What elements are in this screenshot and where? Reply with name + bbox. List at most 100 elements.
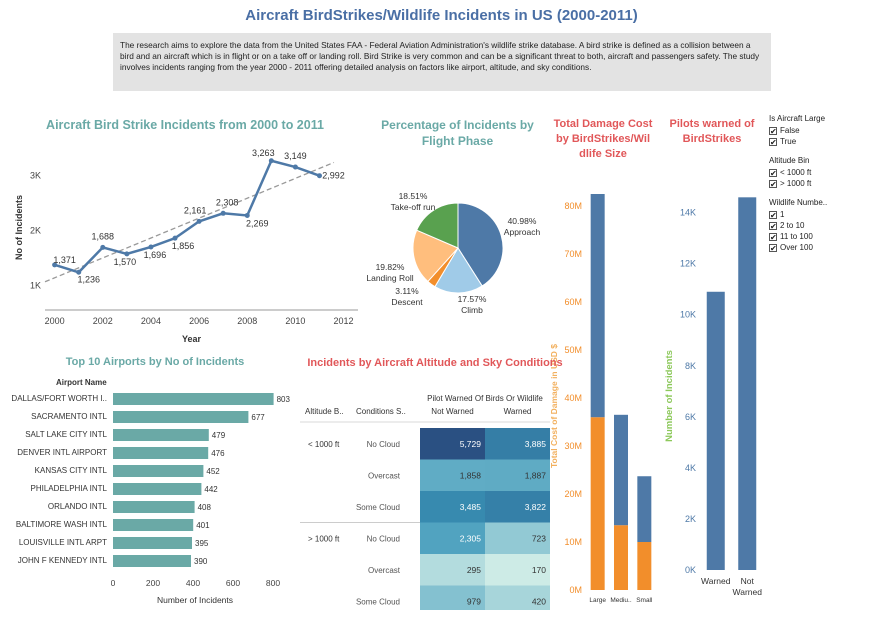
checkbox-checked-icon[interactable]: ✔ (769, 126, 777, 136)
filter-item-label: > 1000 ft (780, 179, 812, 188)
line-x-tick: 2006 (189, 316, 209, 326)
line-x-tick: 2002 (93, 316, 113, 326)
data-point (292, 164, 298, 170)
airport-name: PHILADELPHIA INTL (31, 484, 108, 493)
damage-bar-orange (637, 542, 652, 590)
filter-item[interactable]: ✔ 11 to 100 (769, 231, 879, 242)
airport-value: 476 (211, 449, 225, 458)
pie-slice (434, 247, 483, 294)
filter-item[interactable]: ✔ True (769, 136, 879, 147)
heatmap-cell (485, 428, 550, 460)
heatmap-cell-value: 170 (532, 565, 546, 575)
airport-bar (113, 483, 202, 495)
airport-x-tick: 200 (146, 578, 160, 588)
heatmap-cell-value: 1,887 (525, 470, 547, 480)
heatmap: Pilot Warned Of Birds Or Wildlife Altitud… (300, 394, 550, 610)
pilots-warned-chart: 0K 2K 4K 6K 8K 10K 12K 14K Number of Incidents Wa… (664, 197, 762, 597)
checkbox-checked-icon[interactable]: ✔ (769, 221, 777, 231)
data-point (268, 158, 274, 164)
damage-y-tick: 0M (569, 585, 582, 595)
line-y-label: No of Incidents (14, 195, 24, 260)
data-label: 2,161 (184, 205, 207, 215)
pie-slice-value: 19.82% (376, 262, 405, 272)
checkbox-checked-icon[interactable]: ✔ (769, 137, 777, 147)
heatmap-altitude-label: < 1000 ft (308, 440, 340, 449)
data-point (196, 218, 202, 224)
heatmap-condition-label: Some Cloud (356, 597, 400, 606)
airports-chart: Airport Name DALLAS/FORT WORTH I.. 803 SACR… (11, 378, 290, 605)
airport-name: BALTIMORE WASH INTL (16, 520, 108, 529)
data-label: 1,371 (53, 255, 76, 265)
trend-line (44, 161, 335, 283)
heatmap-cell-value: 2,305 (460, 533, 482, 543)
filter-title: Altitude Bin (769, 156, 810, 165)
damage-title-line: by BirdStrikes/Wil (555, 133, 651, 145)
pilots-x-tick: Warned (701, 576, 731, 586)
filter-item-label: 2 to 10 (780, 221, 805, 230)
data-label: 1,570 (114, 257, 137, 267)
line-chart-title: Aircraft Bird Strike Incidents from 2000… (46, 118, 324, 132)
airport-bar (113, 537, 192, 549)
filter-item[interactable]: ✔ Over 100 (769, 242, 879, 253)
checkbox-checked-icon[interactable]: ✔ (769, 179, 777, 189)
pilots-y-tick: 4K (685, 463, 696, 473)
checkbox-checked-icon[interactable]: ✔ (769, 168, 777, 178)
filter-item[interactable]: ✔ 1 (769, 209, 879, 220)
checkbox-checked-icon[interactable]: ✔ (769, 232, 777, 242)
data-label: 2,992 (322, 171, 345, 181)
heatmap-cell (420, 428, 485, 460)
data-label: 3,263 (252, 148, 275, 158)
heatmap-row-header: Altitude B.. (305, 407, 344, 416)
data-point (244, 212, 250, 218)
filter-item-label: 11 to 100 (780, 232, 813, 241)
airport-bar (113, 411, 249, 423)
airport-x-tick: 400 (186, 578, 200, 588)
data-point (148, 244, 154, 250)
filter-panel: Is Aircraft Large ✔ False ✔ True Altitude Bin… (769, 114, 879, 262)
line-x-label: Year (182, 334, 202, 344)
line-x-tick: 2012 (334, 316, 354, 326)
line-x-tick: 2008 (237, 316, 257, 326)
damage-y-tick: 60M (564, 297, 582, 307)
filter-item[interactable]: ✔ 2 to 10 (769, 220, 879, 231)
pie-slice-name: Approach (504, 227, 541, 237)
filter-title: Is Aircraft Large (769, 114, 826, 123)
damage-y-tick: 70M (564, 249, 582, 259)
checkbox-checked-icon[interactable]: ✔ (769, 210, 777, 220)
pie-slice-value: 17.57% (458, 294, 487, 304)
airport-name: JOHN F KENNEDY INTL (18, 556, 108, 565)
damage-y-tick: 50M (564, 345, 582, 355)
heatmap-cell (485, 491, 550, 523)
heatmap-cell (420, 585, 485, 610)
filter-item[interactable]: ✔ False (769, 125, 879, 136)
data-point (52, 262, 58, 268)
airport-bar (113, 447, 209, 459)
data-point (316, 173, 322, 179)
checkbox-checked-icon[interactable]: ✔ (769, 243, 777, 253)
airport-value: 442 (204, 485, 218, 494)
damage-bar-blue (590, 194, 605, 418)
heatmap-cell (485, 459, 550, 491)
heatmap-cell-value: 420 (532, 596, 546, 606)
airport-bar (113, 519, 194, 531)
heatmap-cell-value: 3,885 (525, 439, 547, 449)
filter-group: Wildlife Numbe.. ✔ 1 ✔ 2 to 10 ✔ 11 to 100 ✔ Ove… (769, 198, 879, 253)
airport-name: DENVER INTL AIRPORT (17, 448, 107, 457)
data-label: 2,308 (216, 197, 239, 207)
line-y-tick: 2K (30, 225, 41, 235)
heatmap-cell (420, 522, 485, 554)
data-point (100, 244, 106, 250)
airport-name: SACRAMENTO INTL (31, 412, 107, 421)
damage-y-tick: 40M (564, 393, 582, 403)
pilots-warned-title: Pilots warned of BirdStrikes (662, 117, 762, 147)
airport-name: LOUISVILLE INTL ARPT (19, 538, 107, 547)
filter-item[interactable]: ✔ < 1000 ft (769, 167, 879, 178)
filter-item[interactable]: ✔ > 1000 ft (769, 178, 879, 189)
airport-value: 390 (194, 557, 208, 566)
data-point (220, 210, 226, 216)
heatmap-column-header: Warned (504, 407, 532, 416)
airport-bar (113, 393, 274, 405)
pie-slice (416, 202, 459, 249)
pilots-y-tick: 0K (685, 565, 696, 575)
pilots-title-line: Pilots warned of (669, 118, 755, 130)
